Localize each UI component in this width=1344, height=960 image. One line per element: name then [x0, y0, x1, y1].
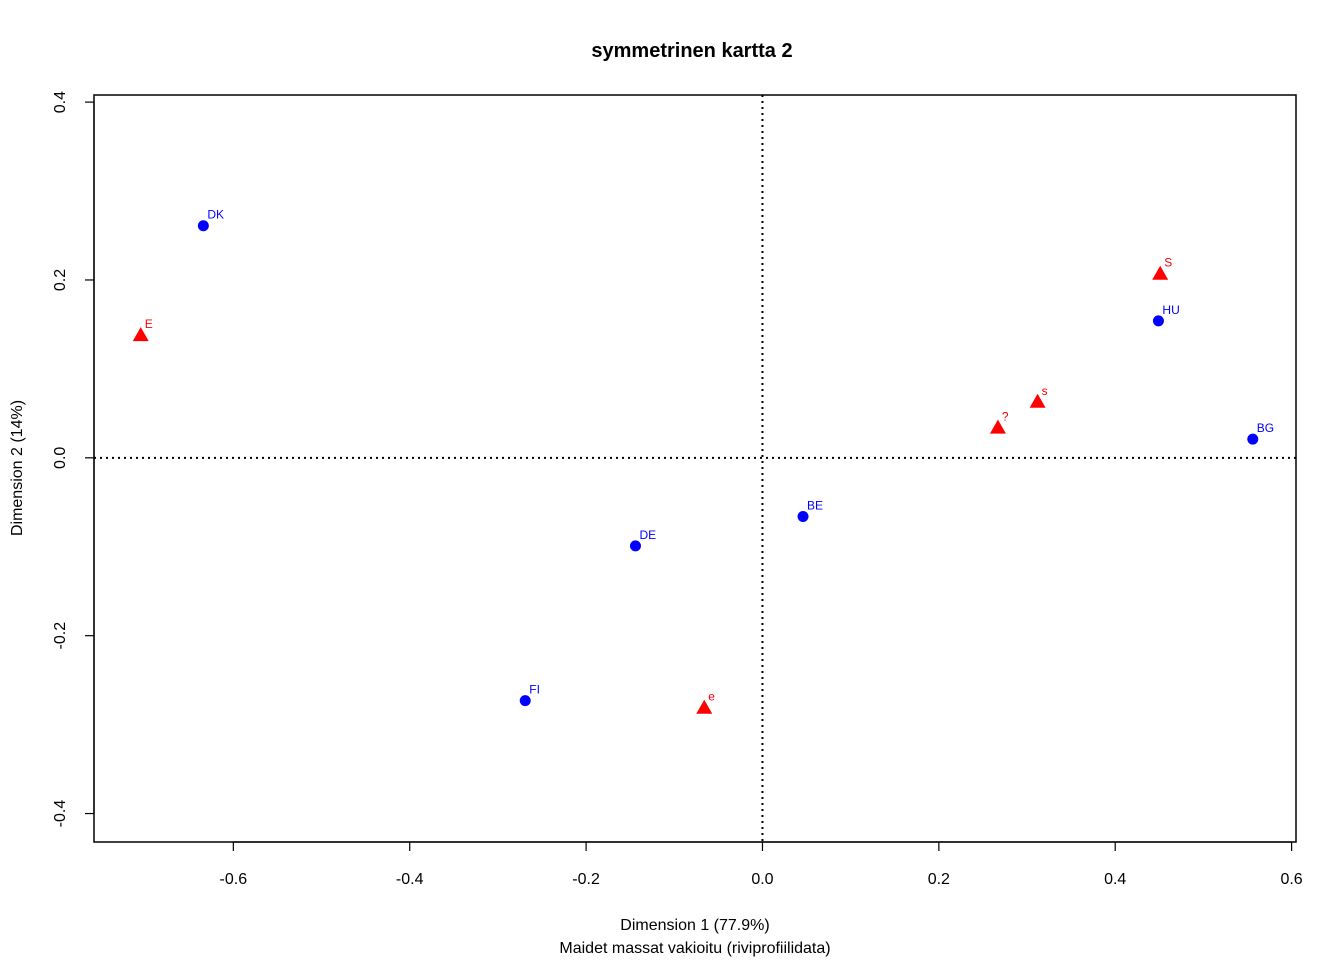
point-label: BE: [807, 499, 823, 513]
row-point-fi: [519, 695, 531, 707]
data-points: DK HU BG BE DE FI E Ss? e: [132, 208, 1274, 714]
x-tick-label: 0.4: [1104, 871, 1126, 888]
x-tick-label: -0.6: [220, 871, 248, 888]
x-tick-label: 0.0: [751, 871, 773, 888]
x-axis-label: Dimension 1 (77.9%): [620, 917, 769, 934]
y-axis-label: Dimension 2 (14%): [9, 400, 26, 536]
column-point-triangle-E: [132, 327, 149, 342]
y-tick-label: -0.4: [52, 800, 69, 828]
column-point-triangle-e: [696, 699, 713, 714]
y-tick-label: 0.0: [52, 447, 69, 469]
point-label: E: [145, 317, 153, 331]
x-tick-label: -0.2: [572, 871, 600, 888]
y-tick-label: 0.4: [52, 91, 69, 113]
row-point-hu: [1152, 315, 1164, 327]
point-label: HU: [1162, 303, 1179, 317]
row-point-dk: [197, 220, 209, 232]
reference-lines: [94, 95, 1296, 842]
column-point-triangle-S: [1152, 265, 1169, 280]
point-label: DK: [207, 208, 224, 222]
point-label: ?: [1002, 410, 1009, 424]
point-label: FI: [529, 683, 540, 697]
y-axis: -0.4 -0.2 0.0 0.2 0.4: [52, 91, 95, 828]
point-label: BG: [1257, 421, 1274, 435]
chart-title: symmetrinen kartta 2: [591, 40, 792, 62]
x-tick-label: 0.2: [928, 871, 950, 888]
x-tick-label: -0.4: [396, 871, 424, 888]
y-tick-label: 0.2: [52, 269, 69, 291]
point-label: DE: [639, 528, 656, 542]
point-label: S: [1164, 256, 1172, 270]
row-point-de: [629, 540, 641, 552]
column-point-triangle-q: [989, 419, 1006, 434]
x-axis-subtitle: Maidet massat vakioitu (riviprofiilidata…: [559, 940, 830, 957]
column-point-triangle-s: [1029, 393, 1046, 408]
point-label: e: [708, 690, 715, 704]
x-axis: -0.6 -0.4 -0.2 0.0 0.2 0.4 0.6: [220, 841, 1303, 888]
y-tick-label: -0.2: [52, 622, 69, 650]
row-point-bg: [1247, 433, 1259, 445]
row-point-be: [797, 511, 809, 523]
x-tick-label: 0.6: [1280, 871, 1302, 888]
plot-frame: [93, 94, 1297, 843]
point-label: s: [1042, 384, 1048, 398]
